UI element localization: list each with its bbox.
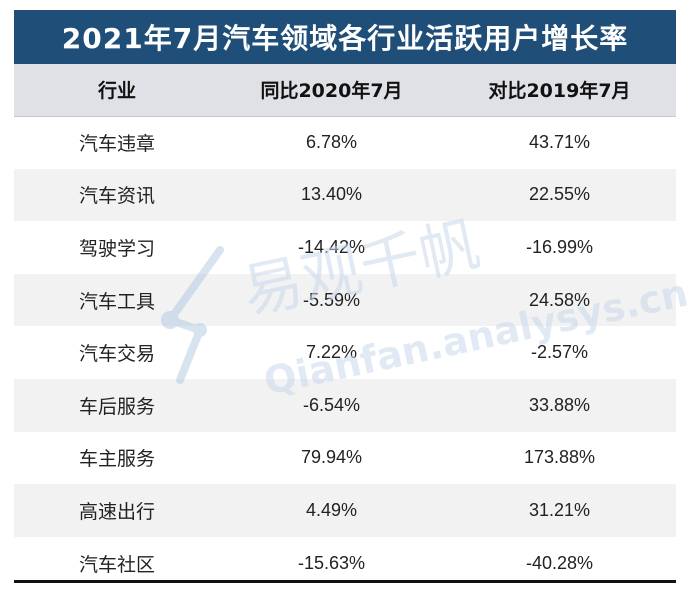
yoy-cell: -15.63% [297,552,366,573]
table-row: 高速出行 4.49% 31.21% [14,484,676,537]
yoy-cell: 7.22% [305,342,358,363]
vs2019-cell: -16.99% [525,236,594,257]
vs2019-cell: -2.57% [530,342,589,363]
industry-cell: 汽车资讯 [78,185,155,208]
yoy-cell: -5.59% [302,289,361,310]
industry-cell: 驾驶学习 [78,237,155,260]
growth-table: 行业 同比2020年7月 对比2019年7月 汽车违章 6.78% 43.71%… [14,64,676,590]
header-yoy-2020: 同比2020年7月 [220,64,443,117]
vs2019-cell: 24.58% [528,289,591,310]
table-row: 车主服务 79.94% 173.88% [14,431,676,485]
yoy-cell: 79.94% [300,447,363,468]
header-row: 行业 同比2020年7月 对比2019年7月 [14,64,676,117]
industry-cell: 车后服务 [78,395,155,418]
bottom-rule [14,580,676,583]
vs2019-cell: -40.28% [525,552,594,573]
vs2019-cell: 33.88% [528,394,591,415]
industry-cell: 车主服务 [78,448,155,471]
table-row: 汽车资讯 13.40% 22.55% [14,168,676,222]
header-vs-2019: 对比2019年7月 [443,64,676,117]
yoy-cell: -14.42% [297,236,366,257]
vs2019-cell: 31.21% [528,499,591,520]
vs2019-cell: 22.55% [528,184,591,205]
industry-cell: 高速出行 [78,500,155,523]
vs2019-cell: 43.71% [528,132,591,153]
table-row: 汽车违章 6.78% 43.71% [14,116,676,169]
yoy-cell: 4.49% [305,499,358,520]
industry-cell: 汽车工具 [78,290,155,313]
industry-cell: 汽车社区 [78,553,155,576]
table-row: 汽车交易 7.22% -2.57% [14,326,676,379]
table-row: 驾驶学习 -14.42% -16.99% [14,221,676,274]
header-industry: 行业 [14,64,220,117]
table-row: 汽车工具 -5.59% 24.58% [14,273,676,327]
yoy-cell: 13.40% [300,184,363,205]
yoy-cell: 6.78% [305,132,358,153]
industry-cell: 汽车交易 [78,343,155,366]
table-title: 2021年7月汽车领域各行业活跃用户增长率 [14,10,676,64]
yoy-cell: -6.54% [302,394,361,415]
vs2019-cell: 173.88% [523,447,596,468]
industry-cell: 汽车违章 [78,133,155,156]
table-row: 车后服务 -6.54% 33.88% [14,378,676,432]
